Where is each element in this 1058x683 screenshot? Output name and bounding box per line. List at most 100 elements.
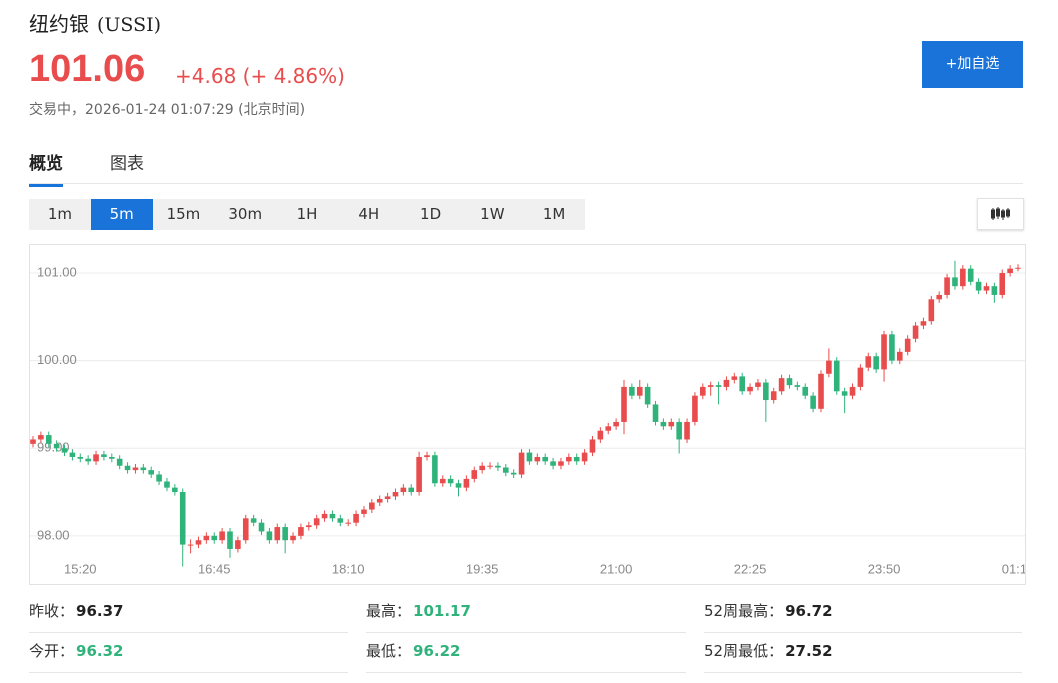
candle-body [952,277,958,287]
stat-value: 96.37 [76,602,124,620]
change-percent: (+ 4.86%) [242,64,345,88]
candle-body [179,492,186,545]
candle-body [684,421,690,440]
candle-body [455,483,462,488]
x-tick-label: 15:20 [64,561,97,576]
candle-body [897,351,903,361]
candle-body [770,391,777,401]
interval-button[interactable]: 1H [296,205,318,223]
stat-label: 52周最低： [704,642,784,660]
candle-body [826,360,832,374]
stat: 最高： 101.17 [366,600,471,621]
candle-body [53,443,60,449]
candle-body [636,386,643,396]
candle-body [960,268,966,287]
candle-body [329,513,336,519]
candle-body [936,294,942,300]
candle-body [321,513,328,519]
candle-body [164,481,170,488]
candle-body [1015,267,1021,269]
interval-button[interactable]: 5m [90,199,153,230]
candle-body [629,386,635,396]
candle-body [810,395,816,409]
y-tick-label: 101.00 [37,264,77,279]
candle-body [439,478,446,484]
candle-body [77,456,84,459]
x-tick-label: 22:25 [734,561,767,576]
interval-button[interactable]: 1m [47,205,72,223]
candle-body [739,376,745,392]
interval-button[interactable]: 1M [542,205,566,223]
candle-body [889,334,895,361]
candle-body [644,386,651,405]
interval-bar: 1m 5m 15m 30m 1H 4H 1D 1W 1M [29,199,585,230]
stat-value: 27.52 [785,642,833,660]
interval-button[interactable]: 1W [480,205,505,223]
candle-body [581,452,588,462]
candle-body [274,527,281,541]
candle-body [400,487,407,493]
candle-body [763,382,769,401]
x-tick-label: 19:35 [466,561,499,576]
stat-divider [704,672,1022,673]
candle-body [479,465,485,471]
candle-body [471,470,478,479]
candle-body [715,385,722,387]
name: 纽约银 [29,12,89,36]
candle-body [298,527,304,536]
candle-body [447,478,454,484]
candle-body [290,535,296,541]
candle-body [755,382,761,387]
candle-body [991,286,998,295]
candle-body [802,386,809,396]
interval-button[interactable]: 4H [358,205,380,223]
candle-body [337,518,344,523]
x-tick-label: 21:00 [600,561,633,576]
candle-body [132,467,139,471]
candle-body [424,455,430,457]
candle-body [589,439,596,453]
candle-body [865,356,872,368]
chart-type-button[interactable] [977,198,1024,230]
candle-body [85,458,91,462]
candle-body [550,461,556,466]
candle-body [503,467,509,473]
candle-body [707,385,714,387]
candle-body [495,465,501,468]
status: 交易中，2026-01-24 01:07:29 (北京时间) [29,102,306,118]
candle-body [258,522,265,532]
change: +4.68 (+ 4.86%) [175,64,345,88]
stat: 昨收： 96.37 [29,600,123,621]
candle-body [857,367,864,387]
candle-body [542,456,548,462]
candle-body [999,273,1006,295]
candle-body [376,499,383,503]
tab[interactable]: 图表 [110,154,144,174]
candle-body [432,455,438,484]
interval-button[interactable]: 15m [166,205,201,223]
candle-body [266,531,273,541]
candle-body [613,421,619,427]
candle-body [101,454,107,457]
candle-body [187,544,194,546]
candle-body [38,435,44,440]
candle-body [621,386,627,422]
interval-button[interactable]: 1D [420,205,442,223]
candle-body [306,525,312,528]
candle-body [156,474,162,482]
candle-body [944,277,950,295]
y-tick-label: 100.00 [37,352,77,367]
stat-value: 96.32 [76,642,124,660]
stat-label: 52周最高： [704,602,784,620]
stat-divider [366,672,686,673]
interval-button[interactable]: 30m [228,205,263,223]
candle-body [219,531,225,541]
candle-body [227,531,233,549]
candle-body [361,509,367,514]
candle-body [794,385,801,387]
candle-body [510,472,517,475]
candle-body [904,338,911,352]
tab[interactable]: 概览 [29,149,63,187]
add-watchlist-button[interactable]: +加自选 [922,41,1023,88]
